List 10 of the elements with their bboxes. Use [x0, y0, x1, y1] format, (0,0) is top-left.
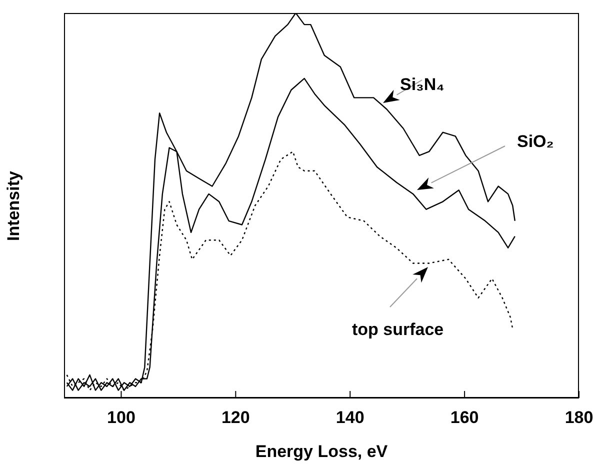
- x-tick-label: 120: [221, 408, 250, 428]
- x-tick-label: 100: [107, 408, 136, 428]
- x-tick-label: 160: [450, 408, 479, 428]
- x-tick-label: 180: [564, 408, 593, 428]
- x-axis-title: Energy Loss, eV: [255, 442, 388, 461]
- x-tick-label: 140: [336, 408, 364, 428]
- annotation: Si₃N₄: [400, 75, 444, 94]
- annotation: top surface: [352, 320, 444, 339]
- y-axis-title: Intensity: [4, 170, 24, 240]
- annotation: SiO₂: [517, 132, 554, 151]
